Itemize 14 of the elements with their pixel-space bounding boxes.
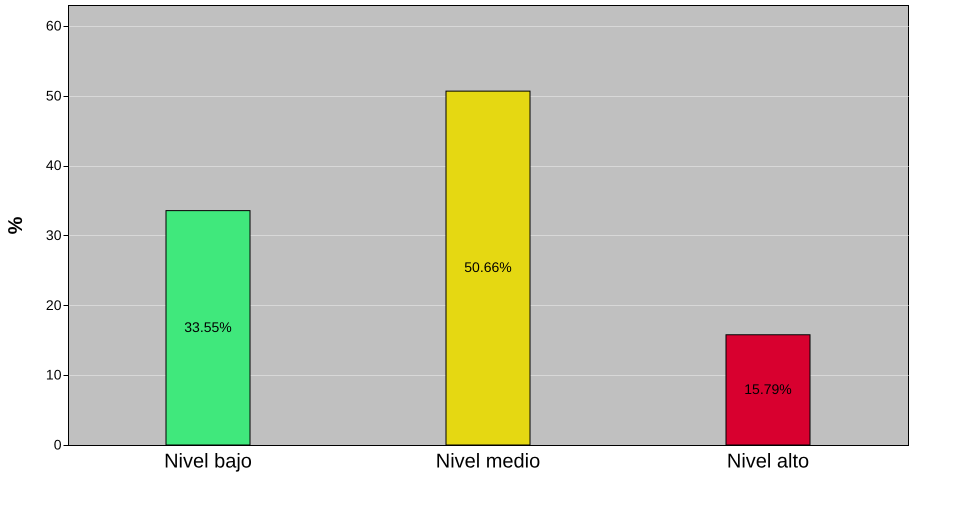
data-label: 50.66%: [464, 259, 512, 276]
y-tick-label: 0: [54, 436, 62, 452]
y-axis-title: %: [4, 216, 27, 234]
x-tick-label: Nivel medio: [436, 450, 540, 472]
data-label: 15.79%: [744, 380, 792, 397]
y-tick-label: 40: [46, 157, 62, 174]
y-tick-label: 50: [46, 87, 62, 104]
y-tick-label: 10: [46, 366, 62, 383]
y-tick-label: 30: [46, 226, 62, 243]
y-tick-label: 20: [46, 296, 62, 313]
y-tick-label: 60: [46, 17, 62, 34]
x-tick-label: Nivel alto: [726, 450, 810, 472]
x-tick-label: Nivel bajo: [164, 450, 252, 472]
data-label: 33.55%: [184, 318, 232, 335]
